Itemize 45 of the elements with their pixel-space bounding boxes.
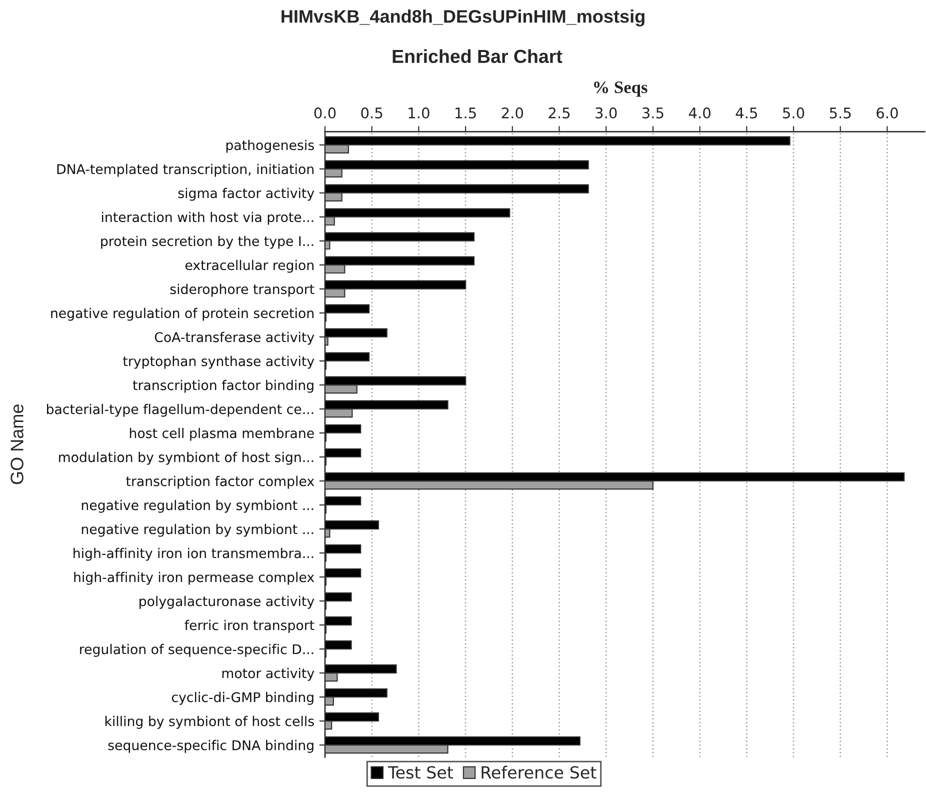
y-tick-label: sigma factor activity xyxy=(178,188,314,201)
chart-subtitle: Enriched Bar Chart xyxy=(392,49,562,64)
x-tick-label: 2.5 xyxy=(548,107,570,118)
x-tick-label: 3.0 xyxy=(596,107,617,118)
y-axis-title: GO Name xyxy=(10,404,24,484)
y-tick-label: regulation of sequence-specific D... xyxy=(80,644,314,657)
y-tick-label: sequence-specific DNA binding xyxy=(108,740,314,753)
y-tick-label: high-affinity iron permease complex xyxy=(74,572,314,585)
y-tick-label: killing by symbiont of host cells xyxy=(105,716,314,729)
y-tick-label: host cell plasma membrane xyxy=(130,428,314,441)
y-tick-label: extracellular region xyxy=(185,260,314,273)
x-tick-label: 0.0 xyxy=(314,107,336,118)
x-tick-label: 1.5 xyxy=(456,108,476,118)
x-tick-label: 5.0 xyxy=(783,107,804,118)
y-tick-label: negative regulation by symbiont ... xyxy=(82,524,314,537)
y-tick-label: transcription factor complex xyxy=(126,476,314,489)
y-tick-label: tryptophan synthase activity xyxy=(123,356,314,369)
y-tick-label: protein secretion by the type I... xyxy=(101,236,314,249)
x-tick-label: 4.5 xyxy=(736,108,757,118)
y-tick-label: CoA-transferase activity xyxy=(154,332,314,345)
legend-label: Reference Set xyxy=(482,766,596,779)
y-tick-label: pathogenesis xyxy=(226,140,314,153)
x-tick-label: 2.0 xyxy=(502,107,524,118)
y-tick-label: negative regulation of protein secretion xyxy=(51,308,314,321)
y-tick-label: siderophore transport xyxy=(170,284,314,297)
x-tick-label: 3.5 xyxy=(642,107,664,118)
y-tick-label: high-affinity iron ion transmembra... xyxy=(74,548,314,561)
y-tick-label: transcription factor binding xyxy=(132,380,314,393)
x-axis-title: % Seqs xyxy=(594,81,648,97)
y-tick-label: polygalacturonase activity xyxy=(140,596,314,609)
y-tick-label: cyclic-di-GMP binding xyxy=(172,692,314,705)
x-tick-label: 1.0 xyxy=(408,107,430,118)
x-tick-label: 4.0 xyxy=(688,107,710,118)
legend-label: Test Set xyxy=(388,766,454,779)
x-tick-label: 0.5 xyxy=(361,107,382,118)
y-tick-label: interaction with host via prote... xyxy=(102,212,314,225)
y-tick-label: bacterial-type flagellum-dependent ce... xyxy=(46,404,314,417)
y-tick-label: motor activity xyxy=(222,668,314,681)
x-tick-label: 5.5 xyxy=(830,108,851,118)
chart-title: HIMvsKB_4and8h_DEGsUPinHIM_mostsig xyxy=(282,10,644,26)
y-tick-label: negative regulation by symbiont ... xyxy=(82,500,314,513)
y-tick-label: modulation by symbiont of host sign... xyxy=(59,452,314,465)
y-tick-label: ferric iron transport xyxy=(184,620,314,633)
x-tick-label: 6.0 xyxy=(876,107,898,118)
y-tick-label: DNA-templated transcription, initiation xyxy=(57,164,314,177)
